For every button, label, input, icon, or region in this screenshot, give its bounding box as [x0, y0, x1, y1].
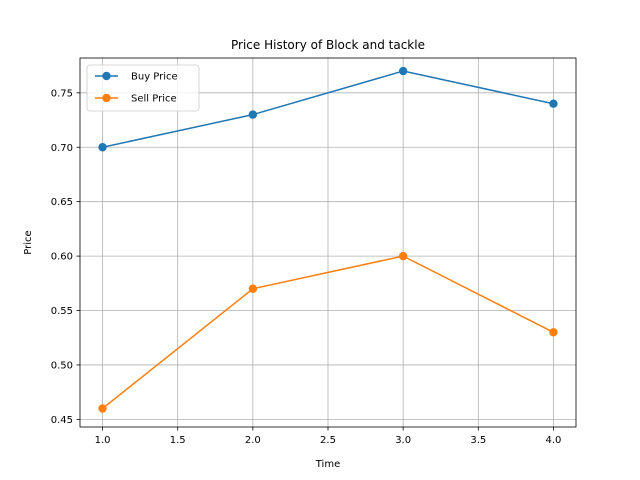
buy-price-point — [98, 143, 107, 152]
legend-sell-price-label: Sell Price — [131, 94, 177, 105]
sell-price-point — [549, 328, 558, 337]
buy-price-line — [102, 70, 554, 148]
x-tick-label: 3.5 — [470, 435, 486, 446]
y-tick-label: 0.70 — [51, 143, 73, 154]
x-tick-label: 2.0 — [245, 435, 261, 446]
x-tick-label: 1.5 — [170, 435, 186, 446]
y-tick-label: 0.45 — [51, 415, 73, 426]
x-axis-ticks: 1.0 1.5 2.0 2.5 3.0 3.5 4.0 — [95, 427, 562, 446]
chart-title: Price History of Block and tackle — [231, 38, 425, 52]
y-tick-label: 0.50 — [51, 360, 73, 371]
buy-price-point — [398, 66, 408, 76]
sell-price-line — [102, 255, 554, 410]
legend-sell-price-marker — [102, 93, 111, 103]
buy-price-point — [248, 110, 258, 119]
sell-price-point — [398, 251, 408, 261]
y-axis-ticks: 0.45 0.50 0.55 0.60 0.65 0.70 0.75 — [51, 88, 80, 426]
y-axis-label: Price — [23, 230, 34, 254]
y-tick-label: 0.75 — [51, 88, 73, 99]
legend: Buy Price Sell Price — [86, 64, 200, 112]
sell-price-point — [248, 284, 258, 293]
x-axis-label: Time — [315, 459, 340, 470]
sell-price-point — [98, 404, 107, 413]
y-tick-label: 0.55 — [51, 306, 73, 317]
buy-price-point — [549, 99, 558, 108]
x-tick-label: 1.0 — [95, 435, 111, 446]
legend-buy-price-marker — [102, 71, 111, 81]
series-layer — [98, 66, 558, 413]
x-tick-label: 3.0 — [395, 435, 411, 446]
x-tick-label: 2.5 — [320, 435, 336, 446]
y-tick-label: 0.65 — [51, 197, 73, 208]
x-tick-label: 4.0 — [546, 435, 562, 446]
legend-buy-price-label: Buy Price — [131, 72, 178, 83]
y-tick-label: 0.60 — [51, 252, 73, 263]
